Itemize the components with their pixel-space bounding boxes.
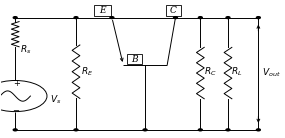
Circle shape — [256, 17, 260, 19]
Circle shape — [256, 129, 260, 131]
Circle shape — [198, 17, 202, 19]
FancyBboxPatch shape — [94, 5, 111, 16]
Text: $R_C$: $R_C$ — [204, 65, 216, 78]
Text: C: C — [170, 6, 177, 15]
Text: $-$: $-$ — [12, 104, 20, 113]
Circle shape — [74, 129, 78, 131]
Text: $R_s$: $R_s$ — [20, 44, 32, 56]
Text: $R_L$: $R_L$ — [231, 65, 243, 78]
Circle shape — [110, 17, 114, 19]
FancyBboxPatch shape — [166, 5, 181, 16]
Text: B: B — [131, 55, 138, 64]
Circle shape — [198, 129, 202, 131]
Circle shape — [74, 17, 78, 19]
Circle shape — [13, 17, 17, 19]
Circle shape — [226, 129, 230, 131]
Circle shape — [226, 17, 230, 19]
Text: $V_{out}$: $V_{out}$ — [262, 67, 280, 79]
Text: +: + — [13, 79, 20, 88]
Circle shape — [143, 129, 147, 131]
Circle shape — [13, 129, 17, 131]
FancyBboxPatch shape — [127, 54, 142, 64]
Circle shape — [174, 17, 177, 19]
Text: $R_E$: $R_E$ — [81, 65, 93, 78]
Text: E: E — [99, 6, 105, 15]
Text: $V_s$: $V_s$ — [50, 94, 61, 106]
